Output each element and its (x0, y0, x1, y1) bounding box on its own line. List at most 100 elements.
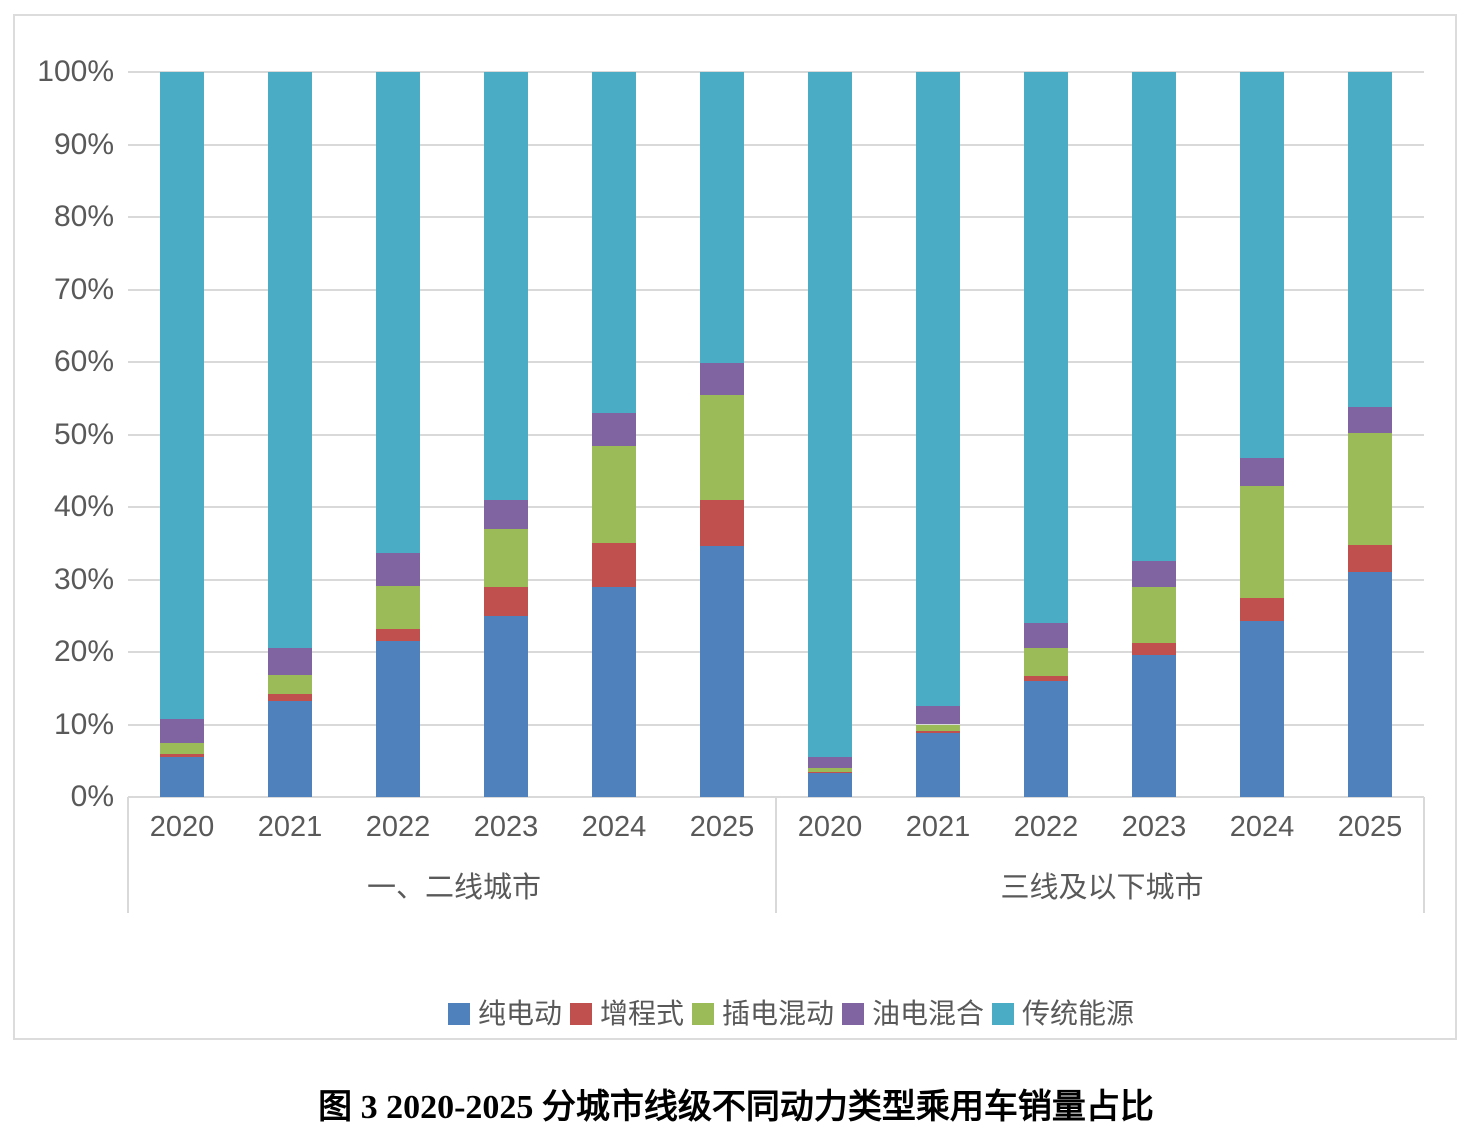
gridline-50% (128, 433, 1424, 436)
x-axis-year-label: 2020 (149, 811, 215, 843)
bar-segment-三线及以下城市-2022-传统能源 (1024, 72, 1068, 623)
x-axis-year-label: 2025 (689, 811, 755, 843)
bar-segment-三线及以下城市-2021-纯电动 (916, 733, 960, 797)
bar-segment-一、二线城市-2024-增程式 (592, 542, 636, 588)
legend-item-传统能源: 传统能源 (992, 997, 1134, 1031)
x-axis-year-label: 2023 (1121, 811, 1187, 843)
bar-segment-三线及以下城市-2022-插电混动 (1024, 647, 1068, 676)
y-axis-label-50%: 50% (53, 417, 114, 451)
bar-segment-三线及以下城市-2024-增程式 (1240, 597, 1284, 621)
bar-segment-一、二线城市-2021-传统能源 (268, 72, 312, 649)
bar-segment-一、二线城市-2024-传统能源 (592, 72, 636, 414)
x-axis-year-label: 2021 (905, 811, 971, 843)
bar-segment-一、二线城市-2025-油电混合 (700, 363, 744, 396)
bar-segment-三线及以下城市-2023-纯电动 (1132, 654, 1176, 797)
bar-segment-一、二线城市-2022-油电混合 (376, 552, 420, 587)
bar-segment-一、二线城市-2021-插电混动 (268, 675, 312, 695)
y-axis-label-80%: 80% (53, 200, 114, 233)
bar-segment-一、二线城市-2025-传统能源 (700, 72, 744, 364)
bar-segment-一、二线城市-2022-插电混动 (376, 586, 420, 629)
bar-segment-一、二线城市-2024-油电混合 (592, 413, 636, 447)
x-axis-year-label: 2021 (257, 811, 323, 843)
bar-segment-一、二线城市-2023-纯电动 (484, 615, 528, 797)
category-divider-0 (127, 797, 129, 913)
gridline-80% (128, 216, 1424, 218)
bar-segment-一、二线城市-2023-传统能源 (484, 72, 528, 501)
bar-segment-三线及以下城市-2021-插电混动 (916, 724, 960, 732)
y-axis-label-10%: 10% (53, 707, 114, 741)
y-axis-label-0%: 0% (70, 780, 114, 813)
legend-label: 油电混合 (872, 998, 985, 1029)
y-axis-label-100%: 100% (37, 55, 114, 88)
bar-segment-三线及以下城市-2024-传统能源 (1240, 72, 1284, 459)
bar-segment-三线及以下城市-2022-油电混合 (1024, 623, 1068, 648)
bar-segment-三线及以下城市-2023-传统能源 (1132, 72, 1176, 562)
x-axis-year-label: 2020 (797, 811, 863, 843)
group-label-tier1-2: 一、二线城市 (366, 872, 541, 904)
bar-segment-一、二线城市-2025-增程式 (700, 500, 744, 547)
bar-segment-三线及以下城市-2023-增程式 (1132, 643, 1176, 655)
bar-segment-一、二线城市-2021-增程式 (268, 694, 312, 702)
bar-segment-三线及以下城市-2021-传统能源 (916, 72, 960, 706)
bar-segment-三线及以下城市-2024-插电混动 (1240, 485, 1284, 598)
bar-segment-三线及以下城市-2021-增程式 (916, 731, 960, 734)
category-divider-1 (775, 797, 777, 913)
legend-item-油电混合: 油电混合 (842, 997, 984, 1031)
legend-swatch-icon (447, 1003, 470, 1025)
y-axis-label-70%: 70% (53, 272, 114, 306)
y-axis-label-40%: 40% (53, 490, 114, 523)
x-axis-year-label: 2024 (1229, 811, 1295, 843)
gridline-40% (128, 506, 1424, 508)
bar-segment-一、二线城市-2024-纯电动 (592, 587, 636, 797)
legend-item-插电混动: 插电混动 (691, 997, 834, 1031)
bar-segment-一、二线城市-2020-插电混动 (160, 743, 204, 755)
gridline-100% (128, 71, 1424, 73)
bar-segment-一、二线城市-2020-油电混合 (160, 718, 204, 744)
bar-segment-一、二线城市-2025-插电混动 (700, 395, 744, 501)
gridline-90% (128, 143, 1424, 146)
chart-legend: 纯电动 增程式 插电混动 油电混合 传统能源 (143, 994, 1439, 1034)
bar-segment-三线及以下城市-2025-增程式 (1348, 545, 1392, 573)
bar-segment-三线及以下城市-2025-传统能源 (1348, 72, 1392, 407)
legend-label: 纯电动 (477, 998, 562, 1029)
bar-segment-一、二线城市-2021-纯电动 (268, 701, 312, 797)
bar-segment-一、二线城市-2024-插电混动 (592, 446, 636, 543)
gridline-10% (128, 723, 1424, 726)
bar-segment-三线及以下城市-2020-纯电动 (808, 773, 852, 797)
bar-segment-一、二线城市-2022-纯电动 (376, 641, 420, 797)
legend-label: 传统能源 (1022, 998, 1135, 1029)
bar-segment-一、二线城市-2025-纯电动 (700, 546, 744, 797)
bar-segment-一、二线城市-2023-油电混合 (484, 500, 528, 530)
x-axis-year-label: 2025 (1337, 811, 1403, 843)
legend-item-增程式: 增程式 (569, 997, 684, 1031)
bar-segment-一、二线城市-2022-增程式 (376, 628, 420, 642)
y-axis-label-30%: 30% (53, 562, 114, 596)
bar-segment-三线及以下城市-2020-插电混动 (808, 768, 852, 772)
y-axis-label-20%: 20% (53, 635, 114, 668)
bar-segment-三线及以下城市-2023-插电混动 (1132, 586, 1176, 644)
x-axis-year-label: 2022 (1013, 811, 1079, 843)
bar-segment-三线及以下城市-2025-纯电动 (1348, 572, 1392, 797)
bar-segment-三线及以下城市-2024-油电混合 (1240, 458, 1284, 486)
bar-segment-一、二线城市-2020-传统能源 (160, 72, 204, 719)
y-axis-label-90%: 90% (53, 127, 114, 161)
bar-segment-三线及以下城市-2025-油电混合 (1348, 406, 1392, 434)
gridline-60% (128, 361, 1424, 363)
x-axis-year-label: 2024 (581, 811, 647, 843)
bar-segment-一、二线城市-2021-油电混合 (268, 648, 312, 676)
legend-label: 增程式 (599, 998, 684, 1029)
bar-segment-三线及以下城市-2021-油电混合 (916, 705, 960, 725)
bar-segment-一、二线城市-2023-插电混动 (484, 529, 528, 588)
bar-segment-三线及以下城市-2022-增程式 (1024, 675, 1068, 681)
bar-segment-三线及以下城市-2025-插电混动 (1348, 433, 1392, 546)
gridline-30% (128, 578, 1424, 581)
legend-swatch-icon (992, 1003, 1015, 1025)
legend-swatch-icon (691, 1003, 714, 1025)
gridline-20% (128, 651, 1424, 653)
bar-segment-一、二线城市-2020-增程式 (160, 754, 204, 758)
legend-item-纯电动: 纯电动 (447, 997, 562, 1031)
bar-segment-三线及以下城市-2020-传统能源 (808, 72, 852, 758)
bar-segment-三线及以下城市-2024-纯电动 (1240, 620, 1284, 797)
bar-segment-三线及以下城市-2020-增程式 (808, 771, 852, 774)
